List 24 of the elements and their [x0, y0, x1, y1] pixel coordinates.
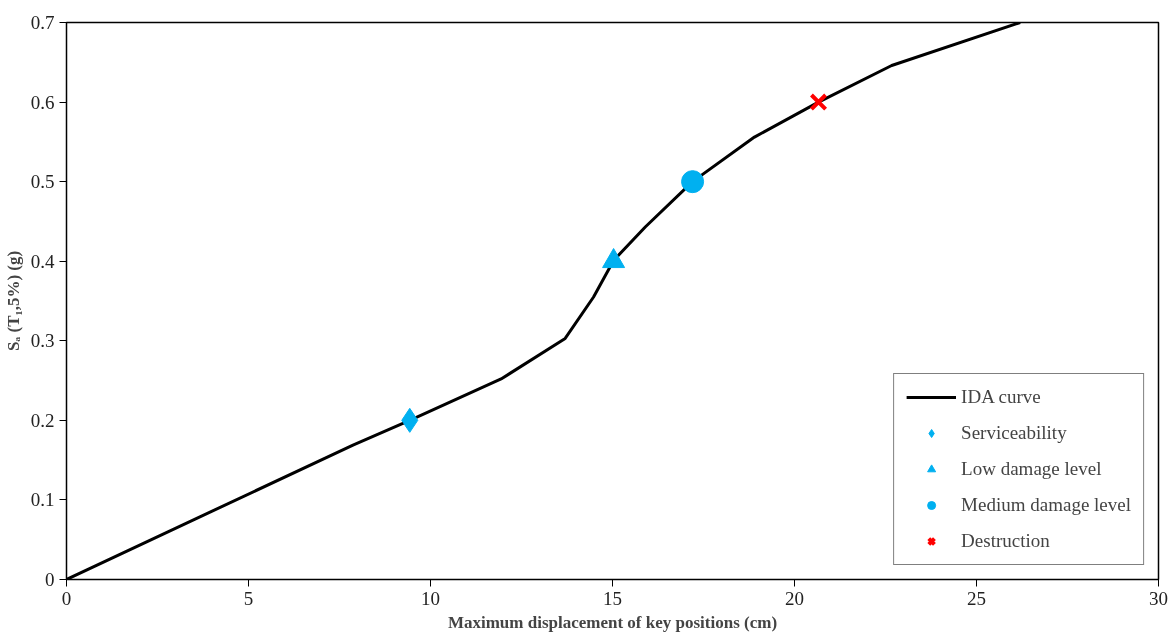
legend-label: Medium damage level: [961, 494, 1131, 516]
x-tick-label: 25: [967, 587, 986, 609]
x-axis-title: Maximum displacement of key positions (cm): [447, 612, 778, 632]
x-tick-label: 10: [421, 587, 440, 609]
point: [681, 170, 705, 194]
legend-label: Low damage level: [961, 458, 1102, 480]
y-tick-label: 0.2: [30, 409, 55, 431]
y-tick-label: 0.6: [30, 91, 55, 113]
x-tick-label: 5: [243, 587, 254, 609]
x-tick-label: 15: [603, 587, 622, 609]
y-tick-label: 0.5: [30, 171, 55, 193]
y-tick-label: 0.3: [30, 330, 55, 352]
y-tick-label: 0.4: [30, 250, 55, 272]
legend-label: IDA curve: [961, 386, 1041, 408]
x-tick-label: 0: [61, 587, 72, 609]
point: [809, 93, 828, 112]
y-axis-title: Sₐ (T₁,5%) (g): [3, 250, 23, 352]
y-tick-label: 0.7: [30, 12, 55, 33]
y-tick-label: 0: [45, 569, 55, 590]
y-tick-label: 0.1: [30, 489, 55, 511]
x-tick-label: 30: [1149, 587, 1168, 609]
legend-label: Destruction: [961, 530, 1050, 552]
legend-label: Serviceability: [961, 422, 1067, 444]
x-tick-label: 20: [785, 587, 804, 609]
